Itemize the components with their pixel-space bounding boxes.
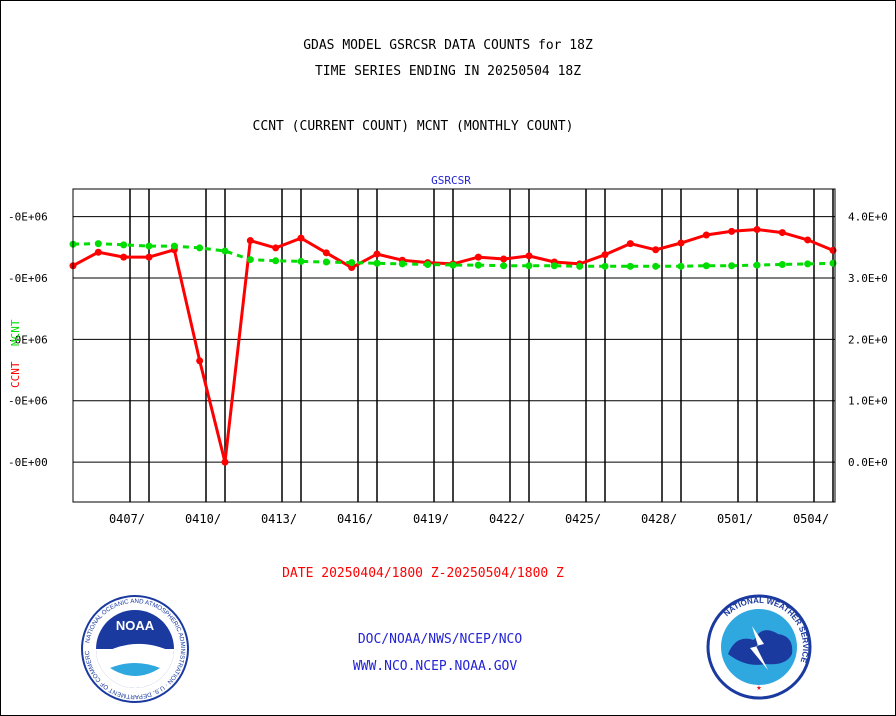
data-point-ccnt xyxy=(272,244,280,252)
data-point-ccnt xyxy=(500,255,508,263)
data-point-ccnt xyxy=(702,231,710,239)
data-point-ccnt xyxy=(348,264,356,272)
x-tick-label: 0407/ xyxy=(109,512,145,526)
grid-layer xyxy=(73,189,835,502)
y-tick-label-left: -0E+00 xyxy=(8,456,48,469)
data-point-ccnt xyxy=(94,248,102,256)
y-axis-label-ccnt: CCNT xyxy=(9,361,22,388)
data-point-ccnt xyxy=(221,458,229,466)
data-point-ccnt xyxy=(120,253,128,261)
x-tick-label: 0410/ xyxy=(185,512,221,526)
x-tick-label: 0501/ xyxy=(717,512,753,526)
data-point-ccnt xyxy=(196,357,204,365)
data-point-ccnt xyxy=(652,246,660,254)
nws-logo: NATIONAL WEATHER SERVICE ★ xyxy=(706,594,812,700)
data-point-mcnt xyxy=(525,262,533,270)
data-point-mcnt xyxy=(373,259,381,267)
data-point-mcnt xyxy=(702,262,710,270)
noaa-logo-name: NOAA xyxy=(116,618,155,633)
data-point-ccnt xyxy=(753,226,761,234)
data-point-mcnt xyxy=(398,260,406,268)
x-tick-label: 0413/ xyxy=(261,512,297,526)
x-tick-label: 0504/ xyxy=(793,512,829,526)
y-tick-label-right: 1.0E+0 xyxy=(848,395,888,408)
x-tick-label: 0419/ xyxy=(413,512,449,526)
x-tick-label: 0425/ xyxy=(565,512,601,526)
data-point-mcnt xyxy=(348,259,356,267)
data-point-mcnt xyxy=(297,257,305,265)
y-axis-label-mcnt: MCNT xyxy=(9,319,22,346)
data-point-mcnt xyxy=(601,262,609,270)
data-point-mcnt xyxy=(120,241,128,249)
y-axis-label: CCNT MCNT xyxy=(9,319,22,388)
series-mcnt xyxy=(69,240,837,270)
y-tick-label-right: 2.0E+0 xyxy=(848,333,888,346)
data-point-mcnt xyxy=(652,262,660,270)
data-point-mcnt xyxy=(246,256,254,264)
data-point-mcnt xyxy=(94,240,102,248)
data-point-ccnt xyxy=(525,252,533,260)
data-point-ccnt xyxy=(246,237,254,245)
x-tick-label: 0422/ xyxy=(489,512,525,526)
data-point-ccnt xyxy=(728,227,736,235)
x-tick-label: 0416/ xyxy=(337,512,373,526)
data-point-ccnt xyxy=(322,249,330,257)
noaa-logo: NOAA NATIONAL OCEANIC AND ATMOSPHERIC AD… xyxy=(80,594,189,703)
data-point-mcnt xyxy=(145,242,153,250)
data-point-mcnt xyxy=(474,261,482,269)
data-point-ccnt xyxy=(145,253,153,261)
series-layer xyxy=(69,226,837,466)
data-point-mcnt xyxy=(778,260,786,268)
data-point-ccnt xyxy=(804,236,812,244)
data-point-ccnt xyxy=(626,240,634,248)
data-point-ccnt xyxy=(474,253,482,261)
data-point-ccnt xyxy=(601,251,609,259)
data-point-mcnt xyxy=(196,244,204,252)
plot-border xyxy=(72,188,836,503)
chart-title-line1: GDAS MODEL GSRCSR DATA COUNTS for 18Z xyxy=(303,38,593,53)
y-tick-label-left: -0E+06 xyxy=(8,211,48,224)
data-point-mcnt xyxy=(272,257,280,265)
data-point-mcnt xyxy=(677,262,685,270)
data-point-ccnt xyxy=(297,234,305,242)
date-range: DATE 20250404/1800 Z-20250504/1800 Z xyxy=(282,566,564,581)
data-point-ccnt xyxy=(677,239,685,247)
data-point-mcnt xyxy=(500,262,508,270)
y-tick-label-right: 3.0E+0 xyxy=(848,272,888,285)
y-tick-label-right: 4.0E+0 xyxy=(848,211,888,224)
data-point-mcnt xyxy=(550,262,558,270)
data-point-mcnt xyxy=(170,242,178,250)
tick-layer: -0E+00 0.0E+0 -0E+06 1.0E+0 -0E+06 2.0E+0 -0E+… xyxy=(8,211,888,526)
chart-title-line2: TIME SERIES ENDING IN 20250504 18Z xyxy=(314,64,582,79)
data-point-mcnt xyxy=(424,260,432,268)
y-tick-label-left: -0E+06 xyxy=(8,333,48,346)
data-point-mcnt xyxy=(576,262,584,270)
plot-label: GSRCSR xyxy=(431,174,471,187)
y-tick-label-left: -0E+06 xyxy=(8,395,48,408)
data-point-ccnt xyxy=(778,229,786,237)
data-point-mcnt xyxy=(626,262,634,270)
x-tick-label: 0428/ xyxy=(641,512,677,526)
data-point-mcnt xyxy=(753,261,761,269)
data-point-mcnt xyxy=(449,261,457,269)
data-point-ccnt xyxy=(373,250,381,258)
nws-star-icon: ★ xyxy=(756,683,762,693)
data-point-mcnt xyxy=(728,262,736,270)
y-tick-label-right: 0.0E+0 xyxy=(848,456,888,469)
data-point-mcnt xyxy=(322,258,330,266)
data-point-mcnt xyxy=(804,260,812,268)
y-tick-label-left: -0E+06 xyxy=(8,272,48,285)
chart-subtitle: CCNT (CURRENT COUNT) MCNT (MONTHLY COUNT… xyxy=(252,119,574,134)
data-point-mcnt xyxy=(221,247,229,255)
credit-url[interactable]: WWW.NCO.NCEP.NOAA.GOV xyxy=(352,659,518,674)
credit-doc[interactable]: DOC/NOAA/NWS/NCEP/NCO xyxy=(357,632,523,647)
